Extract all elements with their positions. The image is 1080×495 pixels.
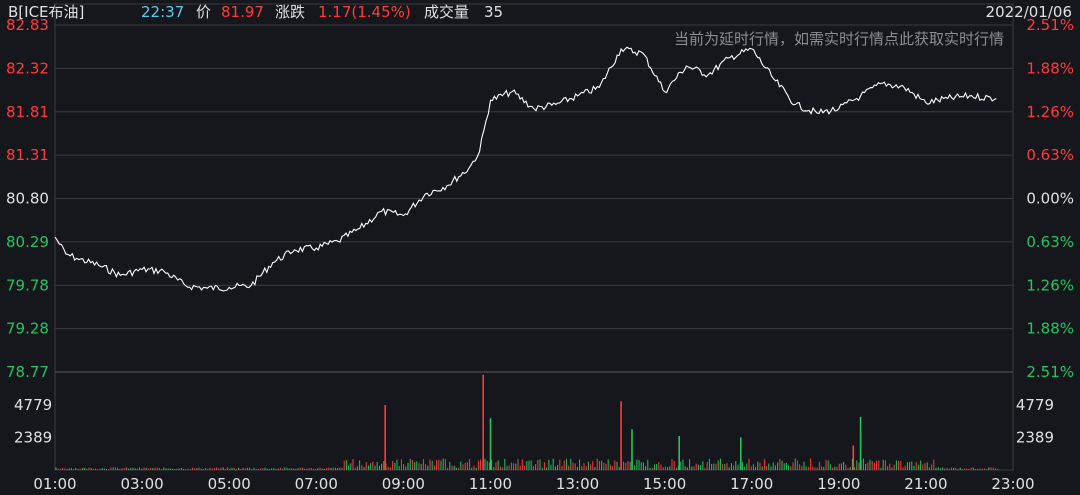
time-axis: 01:00 03:00 05:00 07:00 09:00 11:00 13:00 15:00… [33,475,1034,493]
grid-lines [54,3,1014,471]
time-tick: 19:00 [817,475,860,493]
time-tick: 17:00 [730,475,773,493]
realtime-notice-link[interactable]: 当前为延时行情，如需实时行情点此获取实时行情 [674,30,1004,48]
percent-tick: 0.63% [1026,233,1074,251]
change-label: 涨跌 [275,3,305,21]
time-tick: 21:00 [904,475,947,493]
price-line [54,46,997,292]
volume-tick: 4779 [14,396,52,414]
time-label: 22:37 [141,3,184,21]
percent-tick: 1.88% [1026,59,1074,77]
date-label: 2022/01/06 [986,3,1072,21]
percent-tick: 0.63% [1026,146,1074,164]
time-tick: 05:00 [208,475,251,493]
volume-label: 成交量 [424,3,469,21]
price-tick: 82.83 [6,16,49,34]
percent-tick: 1.26% [1026,276,1074,294]
time-tick: 15:00 [643,475,686,493]
volume-tick-right: 4779 [1016,396,1054,414]
volume-axis-left: 4779 2389 [14,396,52,447]
change-value: 1.17(1.45%) [318,3,411,21]
price-tick: 78.77 [6,363,49,381]
price-tick: 81.31 [6,146,49,164]
price-value: 81.97 [221,3,264,21]
price-tick: 79.78 [6,276,49,294]
time-tick: 03:00 [120,475,163,493]
price-tick: 82.32 [6,59,49,77]
chart-border [54,3,1014,471]
price-label: 价 [196,3,211,21]
percent-tick: 0.00% [1026,190,1074,208]
time-tick: 09:00 [382,475,425,493]
time-tick: 11:00 [469,475,512,493]
price-tick: 81.81 [6,103,49,121]
price-tick: 80.80 [6,190,49,208]
percent-tick: 2.51% [1026,16,1074,34]
price-tick: 80.29 [6,233,49,251]
price-axis: 82.83 82.32 81.81 81.31 80.80 80.29 79.78 79.28… [6,16,49,381]
time-tick: 23:00 [991,475,1034,493]
volume-bars [55,374,999,470]
percent-tick: 1.26% [1026,103,1074,121]
time-tick: 07:00 [295,475,338,493]
time-tick: 01:00 [33,475,76,493]
volume-tick-right: 2389 [1016,428,1054,446]
volume-axis-right: 4779 2389 [1016,396,1054,447]
volume-value: 35 [484,3,503,21]
percent-tick: 1.88% [1026,320,1074,338]
time-tick: 13:00 [556,475,599,493]
percent-tick: 2.51% [1026,363,1074,381]
volume-tick: 2389 [14,428,52,446]
symbol-label: B[ICE布油] [8,3,84,21]
percent-axis: 2.51% 1.88% 1.26% 0.63% 0.00% 0.63% 1.26% 1.88%… [1026,16,1074,381]
price-tick: 79.28 [6,320,49,338]
